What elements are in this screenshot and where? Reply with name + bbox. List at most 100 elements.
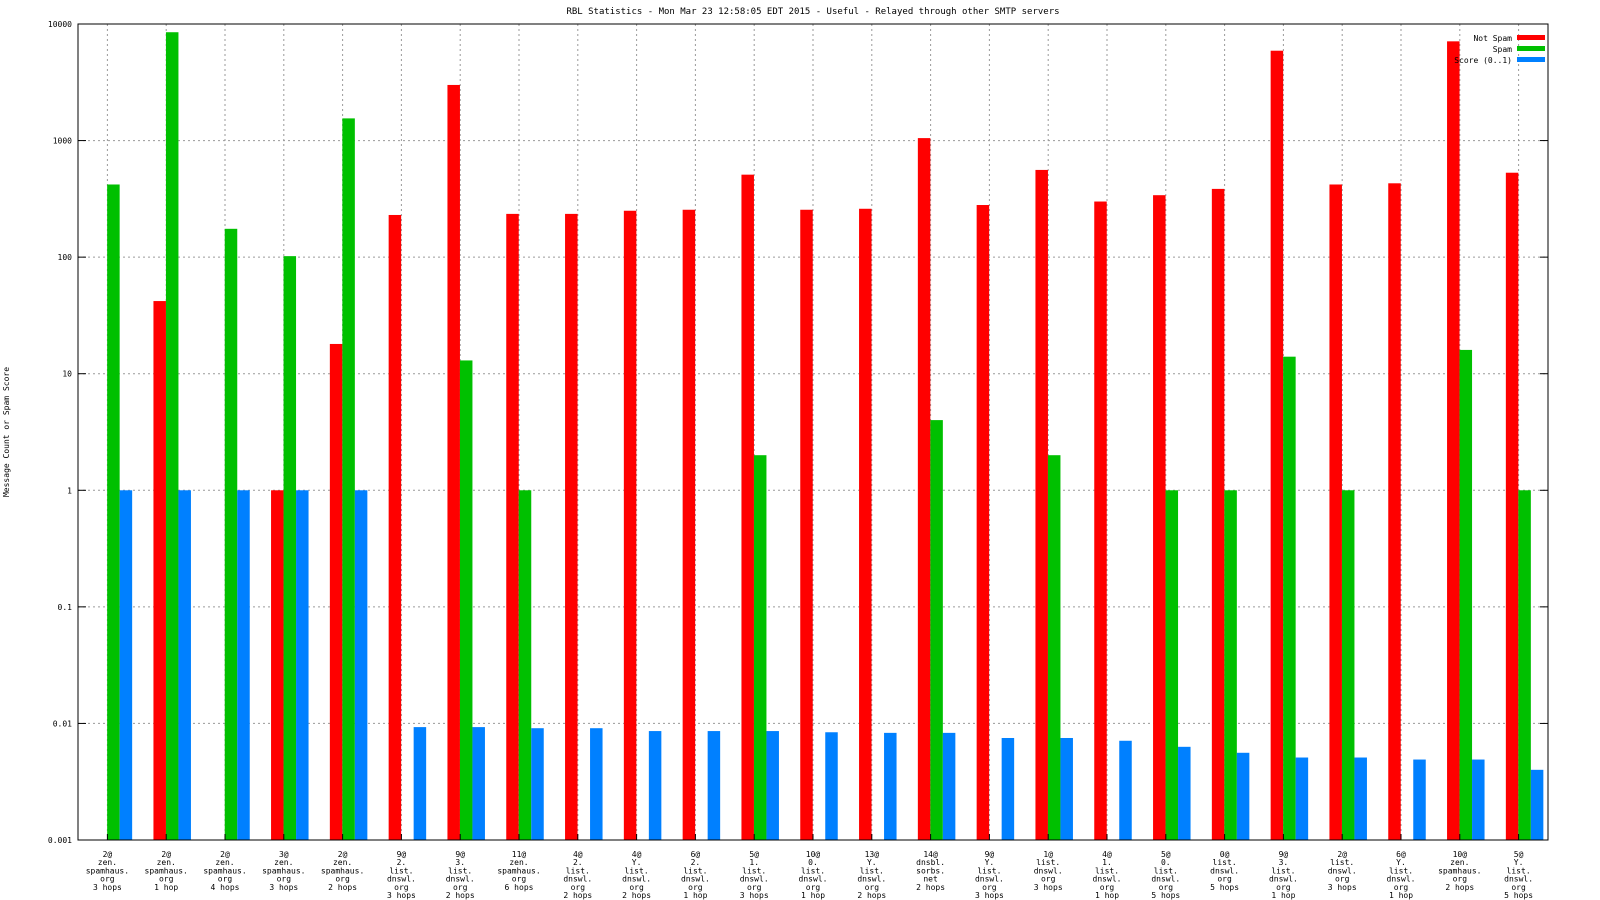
bar-not-spam xyxy=(623,210,637,841)
chart-title: RBL Statistics - Mon Mar 23 12:58:05 EDT… xyxy=(566,7,1059,17)
x-tick-label: 1@ list. dnswl. org 3 hops xyxy=(1034,850,1063,892)
x-tick-label: 9@ Y. list. dnswl. org 3 hops xyxy=(975,850,1004,900)
bar-score xyxy=(766,731,779,840)
bar-not-spam xyxy=(1094,201,1107,840)
bar-not-spam xyxy=(1211,188,1225,840)
y-tick-label: 10 xyxy=(62,370,72,379)
x-tick-label: 4@ Y. list. dnswl. org 2 hops xyxy=(622,850,651,900)
bar-score xyxy=(825,732,838,840)
legend-swatch xyxy=(1517,57,1545,62)
legend-label: Not Spam xyxy=(1473,34,1512,43)
x-axis: 2@ zen. spamhaus. org 3 hops 2@ zen. spamhaus. o… xyxy=(86,834,1533,900)
bar-score xyxy=(1178,746,1191,840)
bar-not-spam xyxy=(682,209,696,840)
bar-score xyxy=(1413,759,1426,840)
bar-score xyxy=(590,728,603,840)
x-tick-label: 10@ 0. list. dnswl. org 1 hop xyxy=(799,850,828,900)
x-tick-label: 5@ Y. list. dnswl. org 5 hops xyxy=(1504,850,1533,900)
legend-swatch xyxy=(1517,46,1545,51)
legend-label: Score (0..1) xyxy=(1454,56,1512,65)
bar-not-spam xyxy=(565,213,578,840)
bar-not-spam xyxy=(153,301,166,840)
bar-not-spam xyxy=(976,205,990,840)
bar-not-spam xyxy=(1035,169,1048,840)
x-tick-label: 4@ 2. list. dnswl. org 2 hops xyxy=(563,850,592,900)
y-axis-label: Message Count or Spam Score xyxy=(2,367,11,497)
bar-score xyxy=(1295,757,1309,840)
y-tick-label: 1 xyxy=(67,486,72,495)
x-tick-label: 6@ Y. list. dnswl. org 1 hop xyxy=(1387,850,1416,900)
x-tick-label: 14@ dnsbl. sorbs. net 2 hops xyxy=(916,850,945,892)
x-tick-label: 2@ zen. spamhaus. org 2 hops xyxy=(321,850,364,892)
x-tick-label: 0@ list. dnswl. org 5 hops xyxy=(1210,850,1239,892)
bar-score xyxy=(237,490,250,840)
bar-spam xyxy=(283,256,297,840)
bar-score xyxy=(413,727,427,840)
x-tick-label: 2@ zen. spamhaus. org 1 hop xyxy=(145,850,188,892)
bar-score xyxy=(707,731,721,840)
x-tick-label: 6@ 2. list. dnswl. org 1 hop xyxy=(681,850,710,900)
bar-score xyxy=(1472,759,1485,840)
bar-spam xyxy=(1047,455,1061,840)
bar-not-spam xyxy=(447,84,460,841)
bar-score xyxy=(1060,737,1073,840)
y-tick-label: 0.001 xyxy=(48,836,72,845)
bar-spam xyxy=(1459,349,1473,840)
bar-spam xyxy=(107,184,120,840)
bar-score xyxy=(1001,737,1015,840)
bar-not-spam xyxy=(1329,184,1342,840)
y-tick-label: 1000 xyxy=(53,137,72,146)
bar-spam xyxy=(753,455,767,840)
y-tick-label: 100 xyxy=(58,253,73,262)
bar-spam xyxy=(1165,490,1179,840)
bars xyxy=(107,32,1544,841)
y-tick-label: 10000 xyxy=(48,20,72,29)
x-tick-label: 13@ Y. list. dnswl. org 2 hops xyxy=(857,850,886,900)
bar-not-spam xyxy=(388,214,402,841)
x-tick-label: 9@ 2. list. dnswl. org 3 hops xyxy=(387,850,416,900)
x-tick-label: 2@ list. dnswl. org 3 hops xyxy=(1328,850,1357,892)
bar-score xyxy=(942,732,956,840)
bar-not-spam xyxy=(1388,183,1401,841)
x-tick-label: 10@ zen. spamhaus. org 2 hops xyxy=(1438,850,1481,892)
bar-spam xyxy=(1341,490,1355,840)
x-tick-label: 9@ 3. list. dnswl. org 2 hops xyxy=(446,850,475,900)
legend-swatch xyxy=(1517,35,1545,40)
x-tick-label: 5@ 1. list. dnswl. org 3 hops xyxy=(740,850,769,900)
bar-spam xyxy=(342,118,355,840)
x-tick-label: 11@ zen. spamhaus. org 6 hops xyxy=(497,850,540,892)
x-tick-label: 3@ zen. spamhaus. org 3 hops xyxy=(262,850,305,892)
x-tick-label: 2@ zen. spamhaus. org 4 hops xyxy=(203,850,246,892)
x-tick-label: 4@ 1. list. dnswl. org 1 hop xyxy=(1093,850,1122,900)
bar-not-spam xyxy=(271,490,284,840)
bar-spam xyxy=(224,228,238,840)
bar-not-spam xyxy=(506,213,519,840)
bar-spam xyxy=(518,490,532,840)
bar-not-spam xyxy=(1447,41,1460,840)
y-axis: 0.001 0.01 0.1 1 10 100 1000 10000 xyxy=(48,20,1548,845)
bar-score xyxy=(1530,769,1544,840)
bar-score xyxy=(119,490,133,840)
bar-score xyxy=(531,728,544,840)
bar-score xyxy=(472,727,485,840)
y-tick-label: 0.1 xyxy=(58,603,73,612)
bar-not-spam xyxy=(1153,195,1166,840)
bar-spam xyxy=(1224,490,1237,840)
bar-score xyxy=(648,731,662,840)
bar-not-spam xyxy=(741,174,754,840)
bar-not-spam xyxy=(800,209,813,840)
bar-not-spam xyxy=(859,208,872,841)
legend: Not Spam Spam Score (0..1) xyxy=(1454,34,1545,65)
bar-score xyxy=(296,490,309,840)
y-tick-label: 0.01 xyxy=(53,719,72,728)
bar-score xyxy=(1236,752,1250,840)
bar-spam xyxy=(1283,356,1296,840)
bar-not-spam xyxy=(1505,172,1519,840)
bar-spam xyxy=(930,420,943,840)
bar-score xyxy=(1354,757,1367,840)
bar-score xyxy=(354,490,368,840)
bar-not-spam xyxy=(1270,50,1284,841)
bar-score xyxy=(884,732,897,840)
